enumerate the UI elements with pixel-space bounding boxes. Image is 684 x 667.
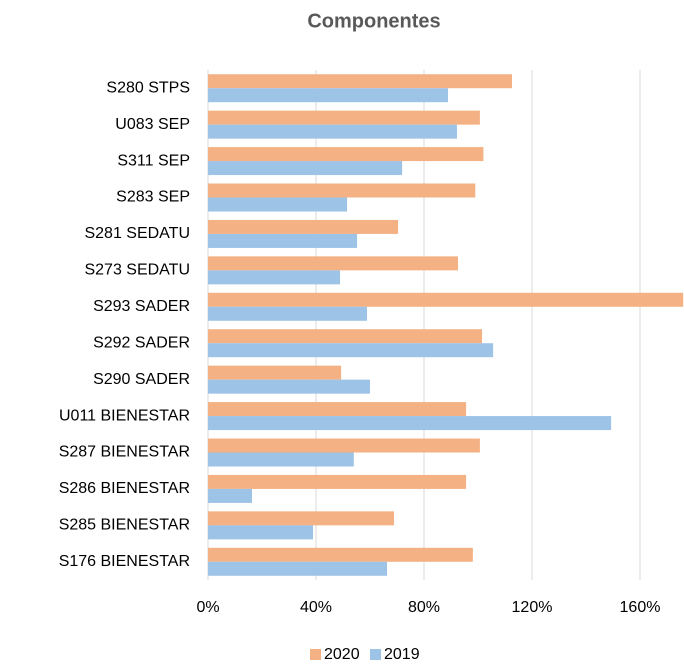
bar bbox=[208, 525, 314, 540]
bar bbox=[208, 197, 348, 212]
bar bbox=[208, 110, 480, 125]
bar bbox=[208, 416, 612, 431]
x-tick-label: 120% bbox=[512, 599, 553, 616]
y-tick-label: U083 SEP bbox=[115, 116, 190, 133]
legend-swatch bbox=[370, 649, 381, 660]
y-tick-label: S283 SEP bbox=[116, 189, 190, 206]
y-tick-label: S285 BIENESTAR bbox=[59, 517, 190, 534]
bar bbox=[208, 233, 358, 248]
x-tick-label: 80% bbox=[408, 599, 440, 616]
bar bbox=[208, 474, 467, 489]
y-tick-label: S281 SEDATU bbox=[84, 225, 190, 242]
bar bbox=[208, 511, 395, 526]
bar bbox=[208, 124, 457, 139]
bar bbox=[208, 256, 459, 271]
bar bbox=[208, 343, 494, 358]
y-tick-label: S287 BIENESTAR bbox=[59, 444, 190, 461]
bar bbox=[208, 183, 476, 198]
y-tick-label: S286 BIENESTAR bbox=[59, 480, 190, 497]
bar bbox=[208, 329, 483, 344]
legend-label: 2020 bbox=[324, 646, 360, 663]
bar bbox=[208, 161, 403, 176]
bar bbox=[208, 379, 370, 394]
bar bbox=[208, 438, 480, 453]
bar bbox=[208, 561, 388, 576]
bar bbox=[208, 306, 368, 321]
x-tick-label: 160% bbox=[620, 599, 661, 616]
bar bbox=[208, 270, 341, 285]
y-tick-label: S292 SADER bbox=[93, 334, 190, 351]
y-tick-label: S273 SEDATU bbox=[84, 262, 190, 279]
bar bbox=[208, 147, 484, 162]
bar bbox=[208, 402, 467, 417]
bar bbox=[208, 88, 449, 103]
bar bbox=[208, 365, 342, 380]
legend-swatch bbox=[310, 649, 321, 660]
bar bbox=[208, 74, 513, 89]
y-tick-label: S293 SADER bbox=[93, 298, 190, 315]
bar bbox=[208, 452, 354, 467]
legend-label: 2019 bbox=[384, 646, 420, 663]
chart-title: Componentes bbox=[307, 10, 440, 32]
y-tick-label: S290 SADER bbox=[93, 371, 190, 388]
y-tick-label: U011 BIENESTAR bbox=[59, 407, 190, 424]
y-tick-label: S176 BIENESTAR bbox=[59, 553, 190, 570]
x-tick-label: 0% bbox=[196, 599, 219, 616]
bar bbox=[208, 292, 684, 307]
y-tick-label: S280 STPS bbox=[106, 79, 190, 96]
y-tick-label: S311 SEP bbox=[117, 152, 190, 169]
bar bbox=[208, 488, 253, 503]
bar bbox=[208, 219, 399, 234]
x-tick-label: 40% bbox=[300, 599, 332, 616]
bar bbox=[208, 547, 473, 562]
